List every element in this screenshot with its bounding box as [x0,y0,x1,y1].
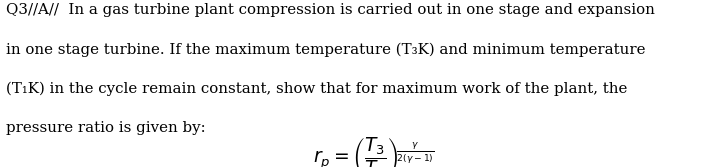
Text: pressure ratio is given by:: pressure ratio is given by: [6,121,205,135]
Text: (T₁K) in the cycle remain constant, show that for maximum work of the plant, the: (T₁K) in the cycle remain constant, show… [6,82,627,96]
Text: $r_p = \left(\dfrac{T_3}{T_1}\right)^{\!\frac{\gamma}{2(\gamma-1)}}$: $r_p = \left(\dfrac{T_3}{T_1}\right)^{\!… [313,135,435,167]
Text: Q3//A//  In a gas turbine plant compression is carried out in one stage and expa: Q3//A// In a gas turbine plant compressi… [6,3,654,17]
Text: in one stage turbine. If the maximum temperature (T₃K) and minimum temperature: in one stage turbine. If the maximum tem… [6,43,645,57]
